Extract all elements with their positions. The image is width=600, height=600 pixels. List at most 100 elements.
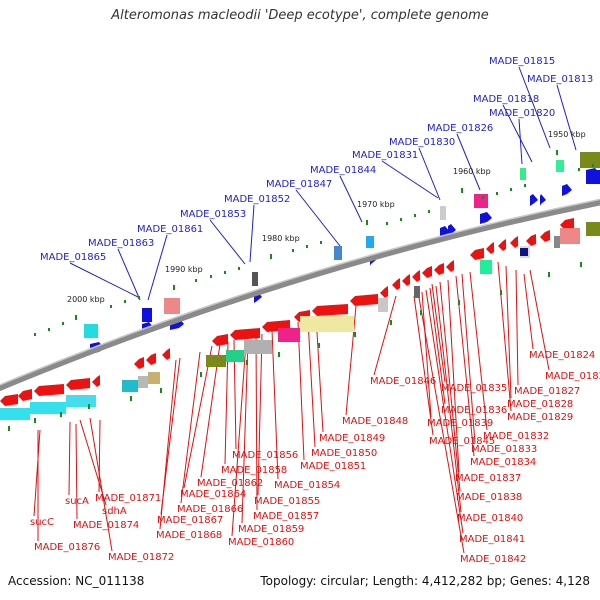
forward-connector bbox=[456, 133, 481, 191]
reverse-gene-label: sucC bbox=[30, 517, 54, 528]
forward-gene-label: MADE_01861 bbox=[137, 224, 203, 235]
reverse-connector bbox=[271, 329, 279, 480]
reverse-connector bbox=[297, 321, 305, 461]
forward-gene-label: MADE_01847 bbox=[266, 179, 332, 190]
minor-tick bbox=[62, 322, 64, 325]
minor-tick bbox=[500, 290, 502, 295]
tick-label: 2000 kbp bbox=[67, 295, 105, 304]
reverse-gene-arrow bbox=[134, 357, 144, 369]
minor-tick bbox=[578, 168, 580, 171]
grey-block bbox=[244, 340, 272, 354]
reverse-connector bbox=[255, 335, 258, 511]
reverse-gene-label: MADE_01837 bbox=[455, 473, 521, 484]
reverse-connector bbox=[307, 319, 316, 448]
reverse-gene-label: MADE_01827 bbox=[514, 386, 580, 397]
minor-tick bbox=[278, 352, 280, 357]
reverse-connector bbox=[439, 281, 461, 492]
reverse-connector bbox=[68, 421, 71, 496]
backbone-line bbox=[0, 199, 600, 392]
reverse-gene-arrow bbox=[162, 348, 170, 360]
reverse-connector bbox=[417, 291, 465, 554]
olive-block bbox=[206, 355, 226, 367]
reverse-gene-label: MADE_01856 bbox=[232, 450, 298, 461]
forward-gene-label: MADE_01853 bbox=[180, 209, 246, 220]
forward-connector bbox=[249, 204, 255, 263]
major-tick bbox=[556, 150, 558, 155]
reverse-gene-arrow bbox=[392, 278, 400, 290]
blue-block bbox=[142, 308, 152, 322]
reverse-gene-arrow bbox=[230, 328, 260, 340]
reverse-gene-label: MADE_01859 bbox=[238, 524, 304, 535]
reverse-connector bbox=[89, 417, 113, 552]
minor-tick bbox=[420, 310, 422, 315]
minor-tick bbox=[246, 360, 248, 365]
reverse-connector bbox=[515, 269, 519, 386]
forward-gene-label: MADE_01852 bbox=[224, 194, 290, 205]
reverse-gene-label: MADE_01848 bbox=[342, 416, 408, 427]
reverse-gene-label: MADE_01849 bbox=[319, 433, 385, 444]
reverse-gene-arrow bbox=[470, 248, 484, 260]
minor-tick bbox=[292, 249, 294, 252]
reverse-gene-arrow bbox=[510, 236, 518, 248]
reverse-gene-arrow bbox=[350, 294, 378, 306]
minor-tick bbox=[195, 279, 197, 282]
tick-label: 1990 kbp bbox=[165, 265, 203, 274]
minor-tick bbox=[138, 296, 140, 299]
reverse-connector bbox=[345, 305, 357, 416]
forward-gene-label: MADE_01865 bbox=[40, 252, 106, 263]
reverse-gene-arrow bbox=[526, 234, 536, 246]
reverse-gene-label: MADE_01829 bbox=[507, 412, 573, 423]
forward-gene-label: MADE_01830 bbox=[389, 137, 455, 148]
accession-text: Accession: NC_011138 bbox=[8, 574, 145, 588]
green-block bbox=[480, 260, 492, 274]
minor-tick bbox=[428, 210, 430, 213]
forward-gene-label: MADE_01813 bbox=[527, 74, 593, 85]
salmon-block bbox=[164, 298, 180, 314]
forward-gene-arrow bbox=[562, 184, 572, 196]
minor-tick bbox=[390, 320, 392, 325]
minor-tick bbox=[60, 412, 62, 417]
reverse-gene-label: MADE_01825 bbox=[545, 371, 600, 382]
reverse-connector bbox=[231, 341, 247, 537]
teal-block bbox=[122, 380, 138, 392]
reverse-gene-arrow bbox=[422, 266, 432, 278]
reverse-gene-label: MADE_01868 bbox=[156, 530, 222, 541]
major-tick bbox=[366, 220, 368, 225]
forward-connector bbox=[418, 147, 441, 201]
reverse-connector bbox=[523, 273, 534, 350]
reverse-gene-arrow bbox=[380, 286, 388, 298]
forward-connector bbox=[147, 234, 168, 301]
reverse-gene-label: MADE_01845 bbox=[429, 436, 495, 447]
reverse-connector bbox=[257, 333, 263, 496]
reverse-gene-label: MADE_01841 bbox=[459, 534, 525, 545]
forward-gene-arrow bbox=[530, 194, 538, 206]
tick-label: 1980 kbp bbox=[262, 234, 300, 243]
minor-tick bbox=[496, 192, 498, 195]
major-tick bbox=[270, 254, 272, 259]
forward-connector bbox=[518, 118, 523, 165]
gene-labels: MADE_01813 MADE_01815 MADE_01818 MADE_01820… bbox=[30, 56, 600, 565]
reverse-connector bbox=[180, 351, 201, 504]
reverse-connector bbox=[455, 275, 475, 457]
minor-tick bbox=[524, 184, 526, 187]
minor-tick bbox=[510, 188, 512, 191]
forward-gene-label: MADE_01818 bbox=[473, 94, 539, 105]
forward-connector bbox=[117, 248, 141, 301]
minor-tick bbox=[8, 426, 10, 431]
reverse-gene-label: MADE_01867 bbox=[157, 515, 223, 526]
forward-gene-label: MADE_01826 bbox=[427, 123, 493, 134]
reverse-gene-label: MADE_01866 bbox=[177, 504, 243, 515]
dark-grey-block bbox=[252, 272, 258, 286]
minor-tick bbox=[200, 372, 202, 377]
reverse-connector bbox=[315, 315, 324, 433]
green-block bbox=[226, 350, 244, 362]
reverse-gene-arrow bbox=[560, 218, 574, 230]
reverse-gene-label: MADE_01872 bbox=[108, 552, 174, 563]
reverse-gene-arrow bbox=[146, 353, 156, 365]
reverse-connector bbox=[435, 285, 462, 513]
reverse-gene-label: MADE_01834 bbox=[470, 457, 536, 468]
reverse-gene-label: MADE_01862 bbox=[197, 478, 263, 489]
cyan-block bbox=[66, 395, 96, 407]
tick-label: 1970 kbp bbox=[357, 200, 395, 209]
reverse-connector bbox=[425, 289, 464, 534]
